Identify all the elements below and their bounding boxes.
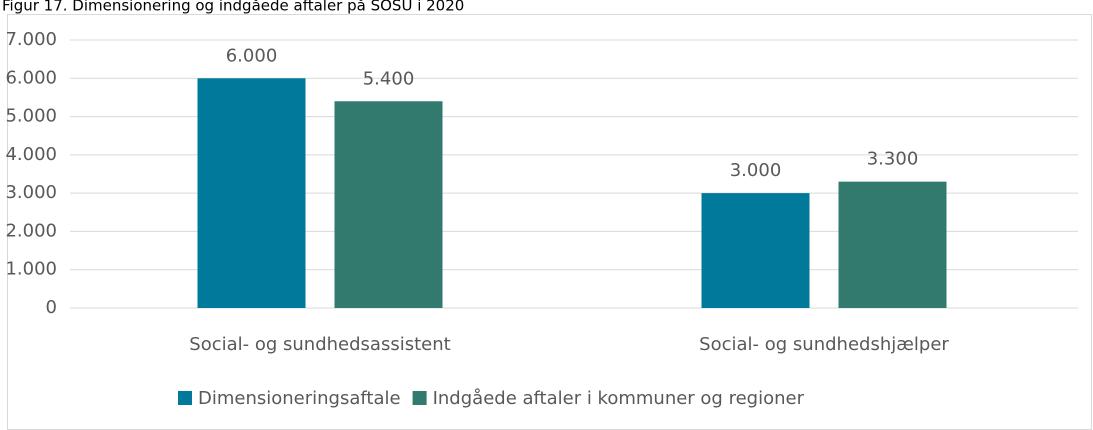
y-tick-label: 5.000: [5, 106, 57, 127]
y-tick-label: 2.000: [5, 220, 57, 241]
y-tick-label: 4.000: [5, 144, 57, 165]
bar: [197, 78, 306, 309]
y-tick-label: 7.000: [5, 29, 57, 50]
y-tick-label: 0: [46, 297, 57, 318]
x-tick-label: Social- og sundhedshjælper: [699, 334, 949, 355]
legend-swatch: [178, 391, 192, 405]
data-label: 6.000: [226, 45, 278, 66]
data-label: 3.000: [730, 160, 782, 181]
data-label: 3.300: [867, 149, 919, 170]
legend-label: Dimensioneringsaftale: [198, 388, 401, 409]
bar: [334, 101, 443, 308]
bar: [838, 181, 947, 308]
y-tick-label: 6.000: [5, 67, 57, 88]
x-tick-label: Social- og sundhedsassistent: [189, 334, 450, 355]
data-label: 5.400: [363, 68, 415, 89]
y-tick-label: 3.000: [5, 182, 57, 203]
chart-title: Figur 17. Dimensionering og indgåede aft…: [2, 0, 464, 15]
bar: [701, 193, 810, 308]
legend-swatch: [412, 391, 427, 405]
y-tick-label: 1.000: [5, 259, 57, 280]
legend-label: Indgåede aftaler i kommuner og regioner: [433, 388, 805, 409]
